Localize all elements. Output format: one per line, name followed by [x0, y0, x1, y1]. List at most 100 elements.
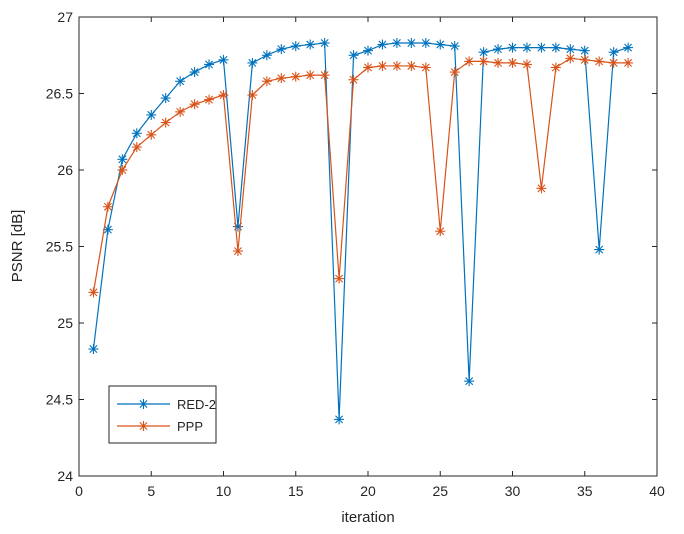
data-point-red-2 [609, 47, 619, 57]
x-tick-label: 5 [147, 483, 155, 499]
data-point-red-2 [276, 44, 286, 54]
legend-label: PPP [177, 419, 203, 434]
data-point-red-2 [247, 58, 257, 68]
data-point-ppp [363, 62, 373, 72]
x-tick-label: 40 [649, 483, 665, 499]
data-point-ppp [247, 90, 257, 100]
data-point-red-2 [377, 40, 387, 50]
data-point-ppp [146, 130, 156, 140]
data-point-red-2 [175, 76, 185, 86]
data-point-red-2 [450, 41, 460, 51]
data-point-red-2 [594, 245, 604, 255]
data-point-ppp [175, 107, 185, 117]
data-point-ppp [233, 246, 243, 256]
data-point-red-2 [88, 344, 98, 354]
y-axis-label: PSNR [dB] [9, 210, 26, 283]
legend-marker [139, 399, 149, 409]
data-point-ppp [594, 56, 604, 66]
data-point-red-2 [262, 50, 272, 60]
data-point-red-2 [435, 40, 445, 50]
data-point-red-2 [406, 38, 416, 48]
data-point-red-2 [565, 44, 575, 54]
data-point-red-2 [190, 67, 200, 77]
data-point-ppp [450, 67, 460, 77]
data-point-ppp [623, 58, 633, 68]
data-point-red-2 [291, 41, 301, 51]
x-tick-label: 0 [75, 483, 83, 499]
data-point-ppp [392, 61, 402, 71]
data-point-ppp [190, 99, 200, 109]
x-axis-label: iteration [341, 509, 394, 526]
x-tick-label: 35 [577, 483, 593, 499]
data-point-ppp [305, 70, 315, 80]
data-point-ppp [262, 76, 272, 86]
data-point-ppp [88, 287, 98, 297]
y-tick-label: 25 [57, 315, 73, 331]
data-point-red-2 [146, 110, 156, 120]
data-point-ppp [276, 73, 286, 83]
y-tick-label: 27 [57, 9, 73, 25]
y-tick-label: 24.5 [46, 392, 73, 408]
data-point-ppp [291, 72, 301, 82]
data-point-red-2 [233, 222, 243, 232]
data-point-ppp [508, 58, 518, 68]
legend-marker [139, 421, 149, 431]
x-tick-label: 15 [288, 483, 304, 499]
legend-label: RED-2 [177, 397, 216, 412]
x-tick-label: 30 [505, 483, 521, 499]
data-point-red-2 [161, 93, 171, 103]
data-point-red-2 [536, 43, 546, 53]
data-point-ppp [551, 62, 561, 72]
data-point-ppp [320, 70, 330, 80]
data-point-red-2 [117, 154, 127, 164]
x-tick-label: 25 [432, 483, 448, 499]
data-point-red-2 [464, 376, 474, 386]
data-point-red-2 [493, 44, 503, 54]
data-point-ppp [219, 90, 229, 100]
data-point-ppp [204, 95, 214, 105]
data-point-red-2 [522, 43, 532, 53]
y-tick-label: 26 [57, 162, 73, 178]
data-point-ppp [117, 165, 127, 175]
data-point-ppp [132, 142, 142, 152]
data-point-ppp [536, 183, 546, 193]
legend: RED-2 PPP [109, 386, 216, 443]
data-point-red-2 [580, 46, 590, 56]
data-point-ppp [349, 75, 359, 85]
data-point-red-2 [551, 43, 561, 53]
data-point-red-2 [479, 47, 489, 57]
data-point-red-2 [392, 38, 402, 48]
data-point-ppp [493, 58, 503, 68]
data-point-red-2 [204, 59, 214, 69]
data-point-red-2 [508, 43, 518, 53]
data-point-red-2 [320, 38, 330, 48]
data-point-ppp [580, 55, 590, 65]
legend-box [109, 386, 216, 443]
data-point-red-2 [349, 50, 359, 60]
x-tick-label: 20 [360, 483, 376, 499]
data-point-ppp [522, 59, 532, 69]
data-point-ppp [609, 58, 619, 68]
data-point-ppp [464, 56, 474, 66]
y-tick-label: 25.5 [46, 239, 73, 255]
data-point-ppp [435, 226, 445, 236]
y-tick-label: 26.5 [46, 86, 73, 102]
data-point-ppp [334, 274, 344, 284]
data-point-red-2 [132, 128, 142, 138]
data-point-ppp [565, 53, 575, 63]
data-point-red-2 [219, 55, 229, 65]
data-point-red-2 [305, 40, 315, 50]
x-tick-label: 10 [216, 483, 232, 499]
data-point-ppp [103, 202, 113, 212]
data-point-red-2 [363, 46, 373, 56]
data-point-ppp [479, 56, 489, 66]
data-point-ppp [161, 118, 171, 128]
data-point-ppp [377, 61, 387, 71]
y-tick-label: 24 [57, 468, 73, 484]
data-point-ppp [406, 61, 416, 71]
data-point-red-2 [623, 43, 633, 53]
data-point-ppp [421, 62, 431, 72]
data-point-red-2 [421, 38, 431, 48]
